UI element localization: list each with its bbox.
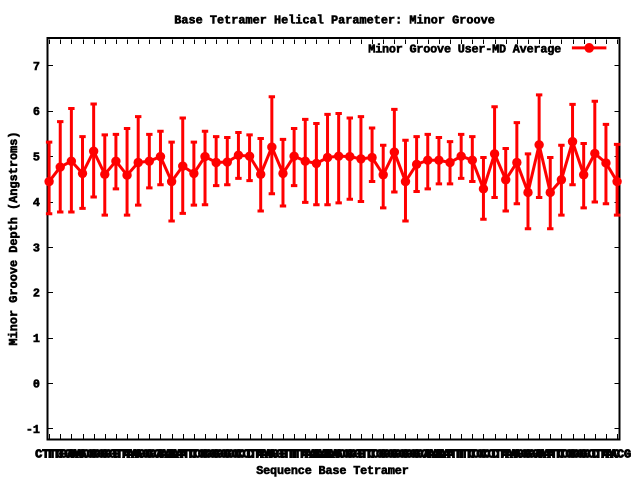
- svg-text:GGAT: GGAT: [525, 447, 553, 461]
- svg-text:ACGT: ACGT: [336, 447, 364, 461]
- svg-text:TAGG: TAGG: [503, 447, 531, 461]
- svg-text:Minor Groove User-MD Average: Minor Groove User-MD Average: [368, 42, 561, 56]
- svg-text:ACGG: ACGG: [80, 447, 108, 461]
- svg-text:GCTA: GCTA: [581, 447, 610, 461]
- svg-text:4: 4: [33, 196, 40, 210]
- svg-text:TAGT: TAGT: [258, 447, 286, 461]
- svg-text:AACG: AACG: [325, 447, 353, 461]
- svg-text:1: 1: [33, 332, 40, 346]
- svg-text:GGCA: GGCA: [403, 447, 432, 461]
- svg-text:GTTA: GTTA: [280, 447, 309, 461]
- svg-text:CCTA: CCTA: [481, 447, 510, 461]
- svg-text:GGTA: GGTA: [102, 447, 131, 461]
- svg-text:GTCG: GTCG: [358, 447, 386, 461]
- svg-text:CAAT: CAAT: [425, 447, 453, 461]
- svg-text:CGGC: CGGC: [202, 447, 230, 461]
- svg-text:GCAA: GCAA: [414, 447, 443, 461]
- svg-text:Sequence Base Tetramer: Sequence Base Tetramer: [256, 464, 409, 478]
- svg-text:TGAC: TGAC: [57, 447, 85, 461]
- svg-text:AGCA: AGCA: [135, 447, 164, 461]
- svg-text:TCCT: TCCT: [469, 447, 497, 461]
- svg-text:AATT: AATT: [436, 447, 464, 461]
- svg-text:GATC: GATC: [536, 447, 564, 461]
- svg-text:GGGC: GGGC: [392, 447, 420, 461]
- svg-text:AATC: AATC: [169, 447, 197, 461]
- svg-text:6: 6: [33, 105, 40, 119]
- svg-text:GCCT: GCCT: [224, 447, 252, 461]
- svg-text:GGCC: GGCC: [213, 447, 241, 461]
- svg-text:TAGC: TAGC: [124, 447, 152, 461]
- svg-text:TACG: TACG: [603, 447, 631, 461]
- svg-text:ATTC: ATTC: [447, 447, 475, 461]
- svg-text:TCGG: TCGG: [191, 447, 219, 461]
- svg-text:CTAG: CTAG: [247, 447, 275, 461]
- svg-text:CTAC: CTAC: [592, 447, 620, 461]
- svg-text:2: 2: [33, 287, 40, 301]
- svg-text:GCAA: GCAA: [147, 447, 176, 461]
- svg-text:CTTG: CTTG: [35, 447, 63, 461]
- svg-text:CGTC: CGTC: [347, 447, 375, 461]
- svg-text:AGTT: AGTT: [269, 447, 297, 461]
- svg-text:CGGT: CGGT: [91, 447, 119, 461]
- svg-text:3: 3: [33, 241, 40, 255]
- svg-text:TTCC: TTCC: [458, 447, 486, 461]
- svg-text:7: 7: [33, 60, 40, 74]
- svg-text:CGGG: CGGG: [380, 447, 408, 461]
- svg-text:ATCG: ATCG: [180, 447, 208, 461]
- svg-text:CAAT: CAAT: [158, 447, 186, 461]
- svg-text:AAAC: AAAC: [314, 447, 342, 461]
- svg-text:5: 5: [33, 151, 40, 165]
- svg-text:AGGA: AGGA: [514, 447, 543, 461]
- svg-text:GACG: GACG: [69, 447, 97, 461]
- svg-text:0: 0: [33, 377, 40, 391]
- svg-text:Minor Groove Depth (Angstroms): Minor Groove Depth (Angstroms): [7, 132, 21, 346]
- svg-text:TTGA: TTGA: [46, 447, 75, 461]
- svg-text:Base Tetramer Helical Paramete: Base Tetramer Helical Parameter: Minor G…: [174, 14, 495, 28]
- svg-text:TTAA: TTAA: [291, 447, 320, 461]
- svg-text:ATCG: ATCG: [547, 447, 575, 461]
- svg-text:GTAG: GTAG: [113, 447, 141, 461]
- svg-text:CGCT: CGCT: [570, 447, 598, 461]
- svg-text:CCTA: CCTA: [236, 447, 265, 461]
- svg-text:CTAG: CTAG: [492, 447, 520, 461]
- svg-text:TCGC: TCGC: [559, 447, 587, 461]
- svg-text:TCGG: TCGG: [369, 447, 397, 461]
- svg-text:-1: -1: [26, 423, 40, 437]
- svg-text:TAAA: TAAA: [302, 447, 331, 461]
